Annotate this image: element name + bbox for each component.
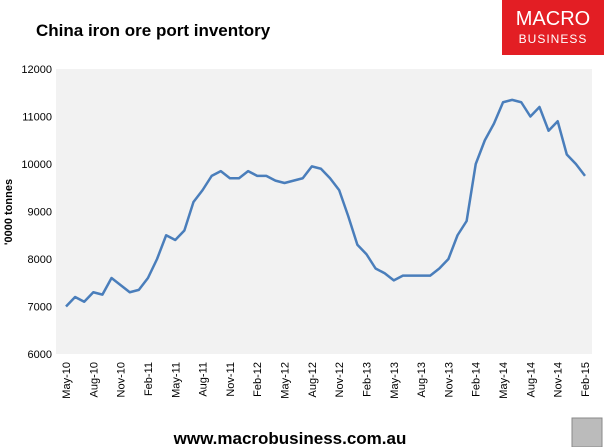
x-tick-label: May-13	[389, 362, 401, 399]
x-tick-label: Nov-12	[334, 362, 346, 397]
y-tick-label: 12000	[21, 64, 52, 76]
x-tick-label: Feb-12	[252, 362, 264, 397]
wolf-icon	[571, 417, 603, 447]
x-tick-label: Nov-14	[553, 362, 565, 397]
y-tick-label: 8000	[28, 254, 52, 266]
x-tick-label: Nov-11	[225, 362, 237, 397]
x-tick-label: Aug-11	[198, 362, 210, 397]
x-tick-label: Nov-13	[443, 362, 455, 397]
x-tick-label: Aug-13	[416, 362, 428, 397]
brand-line1: MACRO	[516, 8, 590, 30]
y-tick-label: 6000	[28, 349, 52, 361]
x-tick-label: Aug-14	[525, 362, 537, 397]
y-tick-label: 11000	[22, 112, 52, 124]
y-tick-label: 7000	[28, 302, 52, 314]
x-tick-label: Feb-14	[471, 362, 483, 397]
y-axis-label: '0000 tonnes	[3, 179, 15, 245]
x-tick-label: Feb-15	[580, 362, 592, 397]
footer: www.macrobusiness.com.au	[173, 429, 407, 447]
y-tick-label: 9000	[28, 207, 52, 219]
plot-area	[56, 69, 592, 354]
brand-line2: BUSINESS	[519, 32, 588, 46]
x-tick-label: May-12	[280, 362, 292, 399]
data-line	[65, 98, 586, 308]
x-tick-label: Nov-10	[116, 362, 128, 397]
x-tick-label: May-14	[498, 362, 510, 399]
x-tick-label: Feb-13	[361, 362, 373, 397]
x-tick-label: Aug-12	[307, 362, 319, 397]
x-tick-label: May-11	[170, 362, 182, 398]
x-tick-label: Aug-10	[88, 362, 100, 397]
brand-logo	[502, 0, 604, 55]
y-tick-label: 10000	[21, 159, 52, 171]
x-tick-label: May-10	[61, 362, 73, 399]
x-tick-label: Feb-11	[143, 362, 155, 396]
chart-title: China iron ore port inventory	[36, 21, 271, 40]
